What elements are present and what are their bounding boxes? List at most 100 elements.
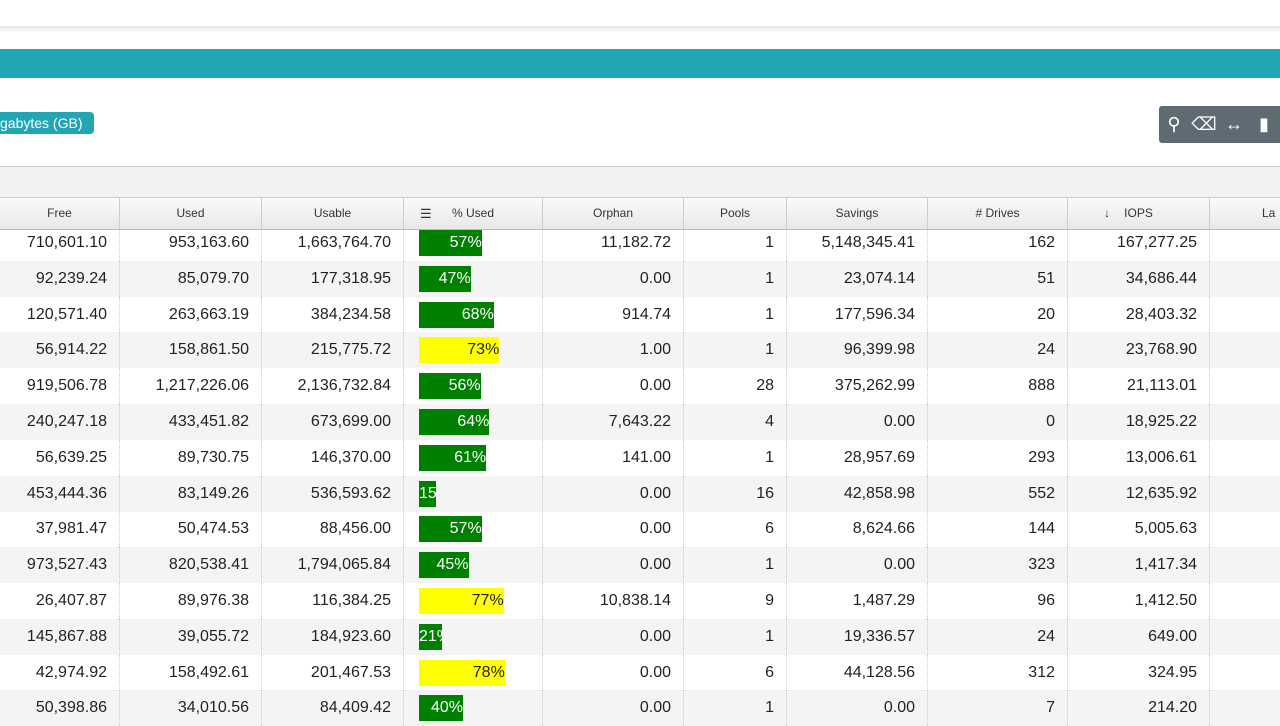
sort-desc-icon: ↓ — [1104, 206, 1110, 220]
cell-usable: 673,699.00 — [262, 404, 404, 440]
table-row[interactable]: 37,981.47 50,474.53 88,456.00 57% 0.00 6 8,624… — [0, 511, 1280, 548]
cell-free: 120,571.40 — [0, 296, 120, 333]
table-row[interactable]: 56,639.25 89,730.75 146,370.00 61% 141.00 1 28… — [0, 439, 1280, 476]
header-bar — [0, 49, 1280, 78]
cell-free: 42,974.92 — [0, 654, 120, 691]
usage-bar: 64% — [419, 409, 490, 435]
cell-savings: 0.00 — [787, 404, 928, 440]
trash-icon[interactable]: ▮ — [1259, 114, 1269, 134]
cell-used: 263,663.19 — [120, 296, 262, 333]
column-menu-icon[interactable]: ☰ — [420, 206, 432, 221]
table-row[interactable]: 26,407.87 89,976.38 116,384.25 77% 10,838.14… — [0, 583, 1280, 619]
cell-used: 158,492.61 — [120, 654, 262, 691]
cell-la — [1210, 440, 1280, 476]
cell-pools: 1 — [684, 332, 787, 369]
cell-free: 56,639.25 — [0, 439, 120, 476]
cell-iops: 1,412.50 — [1068, 583, 1210, 619]
cell-orphan: 0.00 — [543, 690, 684, 726]
cell-free: 37,981.47 — [0, 511, 120, 548]
cell-savings: 5,148,345.41 — [787, 225, 928, 261]
cell-drives: 24 — [928, 618, 1068, 655]
cell-pools: 1 — [684, 260, 787, 297]
pin-icon[interactable]: ⚲ — [1167, 114, 1181, 134]
cell-orphan: 0.00 — [543, 547, 684, 584]
cell-pct: 77% — [404, 583, 543, 619]
cell-iops: 167,277.25 — [1068, 225, 1210, 261]
cell-pools: 1 — [684, 690, 787, 726]
eraser-icon[interactable]: ⌫ — [1191, 114, 1217, 134]
column-header-pools[interactable]: Pools — [684, 198, 787, 229]
cell-used: 89,976.38 — [120, 583, 262, 619]
unit-badge[interactable]: gabytes (GB) — [0, 112, 95, 134]
cell-la — [1210, 619, 1280, 655]
column-header-savings[interactable]: Savings — [787, 198, 928, 229]
usage-bar: 61% — [419, 444, 487, 471]
cell-iops: 21,113.01 — [1068, 368, 1210, 405]
table-row[interactable]: 919,506.78 1,217,226.06 2,136,732.84 56% 0.0… — [0, 368, 1280, 405]
resize-horizontal-icon[interactable]: ↔ — [1225, 114, 1243, 134]
table-row[interactable]: 973,527.43 820,538.41 1,794,065.84 45% 0.00 1… — [0, 547, 1280, 584]
cell-pct: 56% — [404, 368, 543, 405]
table-row[interactable]: 120,571.40 263,663.19 384,234.58 68% 914.74 1… — [0, 296, 1280, 333]
cell-iops: 5,005.63 — [1068, 511, 1210, 548]
cell-free: 50,398.86 — [0, 690, 120, 726]
cell-used: 50,474.53 — [120, 511, 262, 548]
column-header-label: # Drives — [975, 206, 1020, 220]
column-header-drives[interactable]: # Drives — [928, 198, 1068, 229]
chart-toolbar: ⚲ ⌫ ↔ ▮ — [1159, 106, 1280, 143]
cell-free: 919,506.78 — [0, 368, 120, 405]
cell-la — [1210, 655, 1280, 691]
column-header-label: Savings — [835, 206, 879, 220]
column-header-iops[interactable]: ↓ IOPS — [1068, 198, 1210, 229]
cell-iops: 324.95 — [1068, 654, 1210, 691]
cell-usable: 177,318.95 — [262, 260, 404, 297]
cell-iops: 649.00 — [1068, 618, 1210, 655]
cell-pct: 15% — [404, 475, 543, 512]
table-row[interactable]: 92,239.24 85,079.70 177,318.95 47% 0.00 1 23,0… — [0, 260, 1280, 297]
cell-iops: 23,768.90 — [1068, 332, 1210, 369]
usage-bar: 57% — [419, 230, 482, 256]
table-row[interactable]: 42,974.92 158,492.61 201,467.53 78% 0.00 6 44,… — [0, 654, 1280, 691]
cell-la — [1210, 261, 1280, 297]
cell-usable: 1,794,065.84 — [262, 547, 404, 584]
cell-savings: 8,624.66 — [787, 511, 928, 548]
cell-usable: 84,409.42 — [262, 690, 404, 726]
column-header-used[interactable]: Used — [120, 198, 262, 229]
cell-drives: 51 — [928, 260, 1068, 297]
cell-pools: 1 — [684, 439, 787, 476]
cell-usable: 536,593.62 — [262, 475, 404, 512]
column-header-pct[interactable]: ☰ % Used — [404, 198, 543, 229]
column-header-label: Used — [176, 206, 205, 220]
table-row[interactable]: 50,398.86 34,010.56 84,409.42 40% 0.00 1 0.00 7… — [0, 690, 1280, 726]
cell-la — [1210, 404, 1280, 440]
column-header-orphan[interactable]: Orphan — [543, 198, 684, 229]
usage-bar: 57% — [419, 516, 482, 543]
column-header-free[interactable]: Free — [0, 198, 120, 229]
cell-drives: 20 — [928, 296, 1068, 333]
cell-savings: 0.00 — [787, 690, 928, 726]
cell-savings: 0.00 — [787, 547, 928, 584]
cell-usable: 116,384.25 — [262, 583, 404, 619]
cell-la — [1210, 297, 1280, 333]
table-row[interactable]: 710,601.10 953,163.60 1,663,764.70 57% 11,18… — [0, 225, 1280, 261]
cell-free: 26,407.87 — [0, 583, 120, 619]
cell-orphan: 11,182.72 — [543, 225, 684, 261]
cell-free: 145,867.88 — [0, 618, 120, 655]
column-header-la[interactable]: La — [1210, 198, 1280, 229]
cell-pct: 57% — [404, 225, 543, 261]
column-header-usable[interactable]: Usable — [262, 198, 404, 229]
table-row[interactable]: 56,914.22 158,861.50 215,775.72 73% 1.00 1 96,… — [0, 332, 1280, 369]
cell-free: 453,444.36 — [0, 475, 120, 512]
cell-drives: 0 — [928, 404, 1068, 440]
table-row[interactable]: 240,247.18 433,451.82 673,699.00 64% 7,643.2… — [0, 404, 1280, 440]
cell-orphan: 0.00 — [543, 511, 684, 548]
cell-used: 89,730.75 — [120, 439, 262, 476]
cell-savings: 19,336.57 — [787, 618, 928, 655]
cell-pools: 6 — [684, 511, 787, 548]
cell-pct: 61% — [404, 439, 543, 476]
cell-orphan: 1.00 — [543, 332, 684, 369]
usage-bar: 15% — [419, 480, 436, 507]
cell-la — [1210, 690, 1280, 726]
